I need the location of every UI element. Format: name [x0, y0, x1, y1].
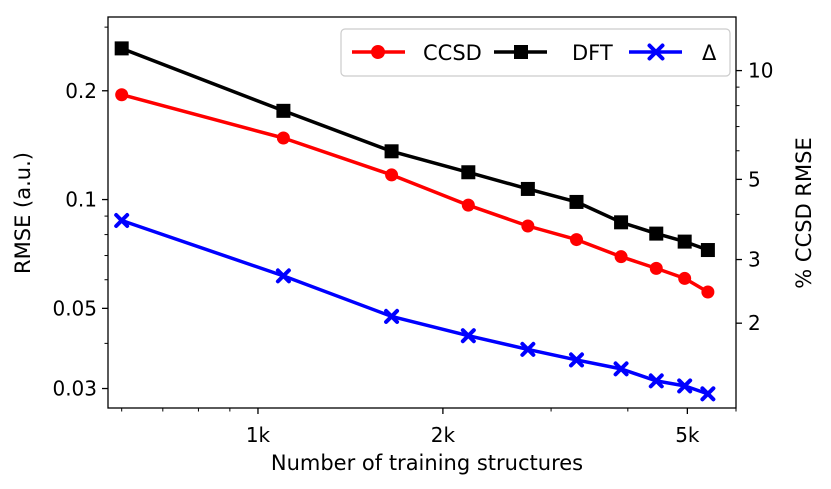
data-point-delta	[613, 361, 629, 377]
data-point-dft	[649, 226, 664, 241]
y-tick-label: 0.1	[65, 188, 97, 212]
y-tick-label: 0.2	[65, 79, 97, 103]
data-point-delta	[275, 268, 291, 284]
data-point-dft	[700, 243, 715, 258]
plot-layer	[114, 41, 716, 402]
data-point-dft	[384, 144, 399, 159]
plot-frame	[107, 16, 737, 409]
y-tick-label: 0.05	[52, 296, 97, 320]
data-point-dft	[569, 194, 584, 209]
data-point-delta	[700, 386, 716, 402]
data-point-ccsd	[276, 131, 290, 145]
data-point-dft	[461, 165, 476, 180]
x-tick-label: 5k	[675, 423, 700, 447]
legend: CCSD DFT Δ	[340, 28, 731, 77]
data-point-delta	[460, 328, 476, 344]
series-line-delta	[121, 218, 709, 396]
x-tick-label: 1k	[246, 423, 271, 447]
data-point-ccsd	[385, 168, 399, 182]
data-point-delta	[384, 308, 400, 324]
legend-label-ccsd: CCSD	[423, 41, 482, 65]
x-tick-label: 2k	[431, 423, 456, 447]
data-point-delta	[114, 213, 130, 229]
y-right-tick-label: 3	[748, 248, 761, 272]
y-right-tick-label: 5	[748, 167, 761, 191]
data-point-ccsd	[570, 233, 584, 247]
data-point-dft	[677, 234, 692, 249]
y-axis-right-label: % CCSD RMSE	[792, 137, 816, 288]
y-axis-label: RMSE (a.u.)	[11, 152, 35, 274]
data-point-delta	[520, 341, 536, 357]
data-point-delta	[569, 352, 585, 368]
data-point-ccsd	[521, 219, 535, 233]
y-right-tick-label: 10	[748, 59, 773, 83]
data-point-ccsd	[701, 285, 715, 299]
data-point-dft	[614, 215, 629, 230]
legend-label-delta: Δ	[702, 41, 717, 65]
legend-label-dft: DFT	[572, 41, 613, 65]
data-point-ccsd	[678, 271, 692, 285]
data-point-delta	[677, 378, 693, 394]
legend-marker-dft	[514, 45, 528, 59]
data-point-ccsd	[649, 261, 663, 275]
legend-marker-ccsd	[371, 45, 385, 59]
legend-marker-delta	[647, 43, 665, 61]
data-point-dft	[520, 181, 535, 196]
series-line-dft	[121, 46, 709, 252]
data-point-delta	[648, 373, 664, 389]
y-tick-label: 0.03	[52, 377, 97, 401]
series-line-ccsd	[121, 93, 709, 294]
data-point-dft	[276, 103, 291, 118]
y-right-tick-label: 2	[748, 311, 761, 335]
data-point-ccsd	[461, 198, 475, 212]
data-point-ccsd	[614, 250, 628, 264]
data-point-dft	[114, 41, 129, 56]
data-point-ccsd	[115, 88, 129, 102]
x-axis-label: Number of training structures	[271, 451, 583, 475]
axis-layer: 1k 2k 5k 0.03 0.05 0.1 0.2 2 3 5 10	[52, 26, 773, 447]
